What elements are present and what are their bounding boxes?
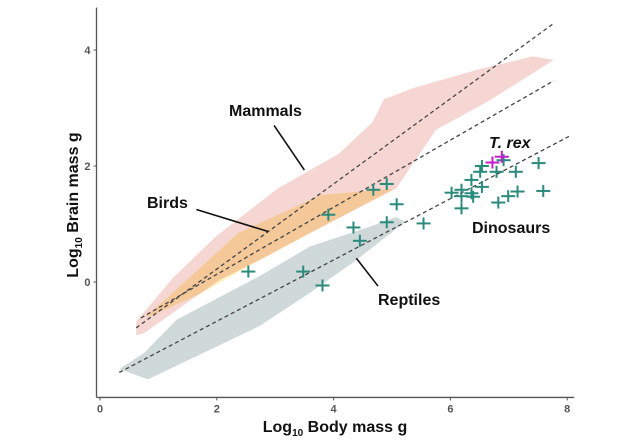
- region-reptiles: [119, 217, 406, 380]
- dinosaur-point: [321, 208, 336, 221]
- dinosaur-point: [296, 265, 311, 278]
- dinosaur-point: [315, 279, 330, 292]
- axes: 0 2 4 6 8 0 2 4: [84, 7, 575, 415]
- dinosaur-point: [379, 177, 394, 190]
- trex-point: [494, 150, 509, 163]
- dinosaur-point: [346, 221, 361, 234]
- dinosaur-point: [466, 190, 481, 203]
- x-axis-label: Log10 Body mass g: [263, 419, 407, 439]
- x-tick-label: 8: [564, 403, 570, 415]
- annotation-dinosaurs: Dinosaurs: [472, 220, 550, 237]
- leader-line-reptiles: [355, 257, 379, 287]
- dinosaur-point: [444, 186, 459, 199]
- dinosaur-point: [352, 234, 367, 247]
- dinosaur-point: [536, 184, 551, 197]
- y-tick-label: 2: [84, 161, 90, 173]
- dinosaur-point: [454, 202, 469, 215]
- annotation-leaders: [196, 124, 379, 287]
- annotation-reptiles: Reptiles: [378, 292, 440, 309]
- dinosaur-point: [491, 196, 506, 209]
- dinosaur-point: [474, 160, 489, 172]
- leader-line-mammals: [273, 124, 306, 171]
- dinosaur-point: [531, 157, 546, 170]
- x-tick-label: 6: [447, 403, 453, 415]
- data-points: [241, 150, 551, 292]
- dinosaur-point: [454, 190, 469, 203]
- dinosaur-point: [501, 190, 516, 203]
- y-tick-label: 4: [84, 45, 91, 57]
- annotation-birds: Birds: [147, 195, 188, 212]
- leader-line-birds: [196, 208, 269, 233]
- dinosaur-point: [474, 180, 489, 193]
- dinosaur-point: [510, 185, 525, 198]
- trend-line-reptiles: [118, 135, 570, 374]
- annotation-mammals: Mammals: [229, 103, 302, 120]
- y-axis-label: Log10 Brain mass g: [65, 132, 85, 277]
- dinosaur-point: [366, 183, 381, 196]
- x-tick-label: 2: [214, 403, 220, 415]
- x-tick-label: 4: [331, 403, 338, 415]
- trend-line-birds: [140, 80, 555, 319]
- dinosaur-point: [416, 217, 431, 230]
- trend-lines: [118, 22, 570, 374]
- trend-line-mammals: [135, 22, 555, 329]
- trex-point: [485, 156, 500, 169]
- dinosaur-point: [464, 173, 479, 186]
- dinosaur-point: [241, 265, 256, 278]
- annotation-trex: T. rex: [489, 135, 532, 152]
- dinosaur-point: [473, 165, 488, 178]
- dinosaur-point: [389, 198, 404, 211]
- dinosaur-point: [508, 165, 523, 178]
- region-birds-mammals-overlap: [144, 188, 395, 318]
- y-tick-label: 0: [84, 277, 90, 289]
- dinosaur-point: [489, 165, 504, 178]
- regions: [119, 56, 554, 380]
- dinosaur-point: [379, 216, 394, 229]
- x-tick-label: 0: [97, 403, 103, 415]
